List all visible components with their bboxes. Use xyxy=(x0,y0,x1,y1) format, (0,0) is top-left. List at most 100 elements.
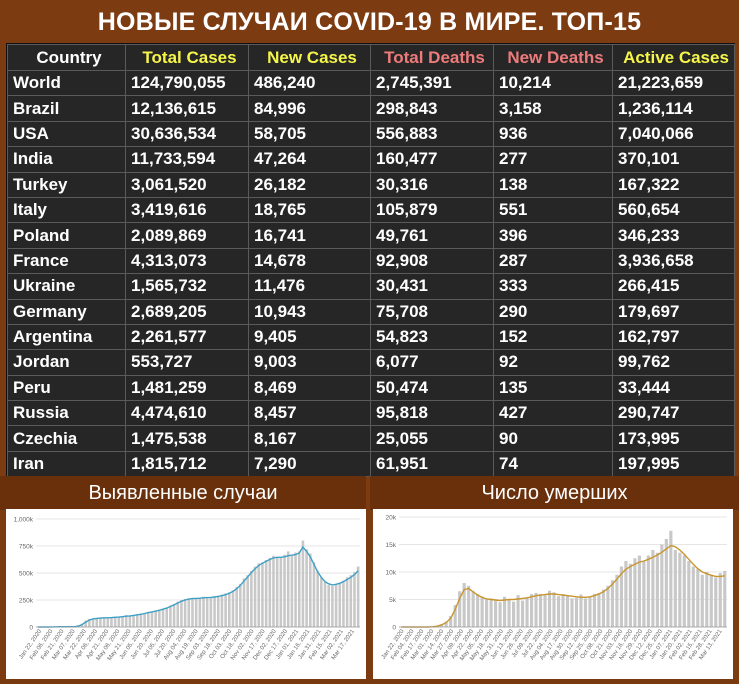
chart-bar xyxy=(350,575,353,627)
cell-total-cases: 553,727 xyxy=(126,350,249,375)
chart-bar xyxy=(147,612,150,627)
chart-bar xyxy=(121,616,124,627)
chart-bar xyxy=(629,564,632,627)
cell-total-cases: 12,136,615 xyxy=(126,96,249,121)
chart-bar xyxy=(316,571,319,627)
chart-bar xyxy=(261,562,264,627)
chart-bar xyxy=(485,600,488,628)
chart-bar xyxy=(575,598,578,627)
cell-country: Argentina xyxy=(8,324,126,349)
chart-bar xyxy=(202,597,205,627)
cell-total-cases: 30,636,534 xyxy=(126,121,249,146)
y-tick-label: 5k xyxy=(389,597,397,604)
cell-new-cases: 11,476 xyxy=(249,274,371,299)
chart-bar xyxy=(221,595,224,627)
chart-bar xyxy=(534,593,537,627)
cell-total-deaths: 556,883 xyxy=(371,121,494,146)
chart-bar xyxy=(217,596,220,627)
cell-active-cases: 33,444 xyxy=(613,375,735,400)
chart-bar xyxy=(276,557,279,627)
cell-country: Jordan xyxy=(8,350,126,375)
chart-bar xyxy=(257,563,260,627)
chart-bar xyxy=(606,586,609,627)
chart-bar xyxy=(566,595,569,627)
cell-total-deaths: 54,823 xyxy=(371,324,494,349)
cell-active-cases: 197,995 xyxy=(613,451,735,476)
chart-bar xyxy=(265,560,268,627)
chart-bar xyxy=(176,602,179,627)
chart-bar xyxy=(490,598,493,627)
chart-bar xyxy=(95,618,98,627)
chart-bar xyxy=(597,593,600,627)
cell-country: Ukraine xyxy=(8,274,126,299)
cell-new-deaths: 427 xyxy=(494,401,613,426)
cell-total-deaths: 2,745,391 xyxy=(371,71,494,96)
cell-total-cases: 2,689,205 xyxy=(126,299,249,324)
chart-bar xyxy=(552,592,555,627)
chart-bar xyxy=(588,597,591,627)
chart-bar xyxy=(239,584,242,627)
chart-bar xyxy=(674,550,677,627)
chart-bar xyxy=(656,553,659,627)
chart-bar xyxy=(114,617,117,627)
chart-bar xyxy=(683,556,686,628)
chart-bar xyxy=(719,573,722,627)
y-tick-label: 500k xyxy=(19,571,34,578)
y-tick-label: 20k xyxy=(386,515,397,522)
cell-active-cases: 1,236,114 xyxy=(613,96,735,121)
header-new-cases: New Cases xyxy=(249,45,371,71)
chart-bar xyxy=(165,608,168,627)
chart-bar xyxy=(327,585,330,627)
chart-bar xyxy=(118,617,121,627)
cell-country: France xyxy=(8,248,126,273)
cell-total-cases: 2,089,869 xyxy=(126,223,249,248)
chart-bar xyxy=(232,590,235,627)
chart-bar xyxy=(638,556,641,628)
chart-bar xyxy=(521,601,524,627)
chart-bar xyxy=(235,587,238,627)
y-tick-label: 10k xyxy=(386,570,397,577)
header-total-deaths: Total Deaths xyxy=(371,45,494,71)
cell-active-cases: 179,697 xyxy=(613,299,735,324)
chart-bar xyxy=(611,580,614,627)
chart-bar xyxy=(246,575,249,627)
cell-total-cases: 3,061,520 xyxy=(126,172,249,197)
cell-new-cases: 486,240 xyxy=(249,71,371,96)
chart-bar xyxy=(158,610,161,627)
cell-new-deaths: 287 xyxy=(494,248,613,273)
chart-bar xyxy=(687,561,690,627)
chart-bar xyxy=(548,591,551,627)
chart-bar xyxy=(287,551,290,627)
chart-bar xyxy=(191,598,194,627)
cell-country: India xyxy=(8,147,126,172)
chart-bar xyxy=(467,586,470,627)
chart-bar xyxy=(696,569,699,627)
cell-new-deaths: 74 xyxy=(494,451,613,476)
cell-active-cases: 7,040,066 xyxy=(613,121,735,146)
cell-total-deaths: 298,843 xyxy=(371,96,494,121)
chart-bar xyxy=(512,602,515,627)
chart-bar xyxy=(294,552,297,627)
cell-active-cases: 21,223,659 xyxy=(613,71,735,96)
cell-active-cases: 290,747 xyxy=(613,401,735,426)
chart-bar xyxy=(561,594,564,627)
chart-bar xyxy=(710,575,713,627)
header-total-cases: Total Cases xyxy=(126,45,249,71)
chart-bar xyxy=(169,605,172,627)
chart-bar xyxy=(335,585,338,627)
cell-new-cases: 47,264 xyxy=(249,147,371,172)
cell-active-cases: 167,322 xyxy=(613,172,735,197)
cell-new-deaths: 92 xyxy=(494,350,613,375)
covid-table-container: Country Total Cases New Cases Total Deat… xyxy=(6,43,735,477)
chart-bar xyxy=(539,594,542,627)
